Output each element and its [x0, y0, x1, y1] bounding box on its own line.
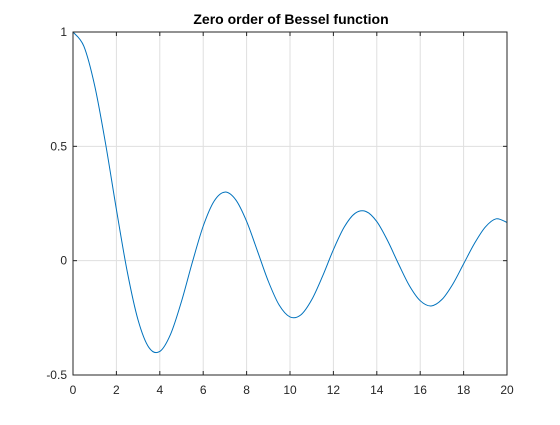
x-tick-label: 6	[200, 383, 207, 397]
y-tick-label: 1	[60, 25, 67, 39]
grid	[73, 32, 507, 375]
series-line	[72, 31, 508, 354]
x-tick-label: 16	[414, 383, 428, 397]
x-tick-label: 10	[283, 383, 297, 397]
tick-marks	[72, 31, 508, 376]
series-layer	[72, 31, 508, 354]
x-tick-label: 4	[156, 383, 163, 397]
y-axis-tick-labels: -0.5 0 0.5 1	[46, 25, 67, 382]
x-tick-label: 2	[113, 383, 120, 397]
x-axis-tick-labels: 0 2 4 6 8 10 12 14 16 18 20	[70, 383, 514, 397]
y-tick-label: 0.5	[50, 139, 67, 153]
x-tick-label: 0	[70, 383, 77, 397]
x-tick-label: 12	[327, 383, 341, 397]
y-tick-label: -0.5	[46, 368, 67, 382]
x-tick-label: 8	[243, 383, 250, 397]
y-tick-label: 0	[60, 254, 67, 268]
x-tick-label: 18	[457, 383, 471, 397]
x-tick-label: 20	[500, 383, 514, 397]
chart-title: Zero order of Bessel function	[193, 11, 388, 27]
x-tick-label: 14	[370, 383, 384, 397]
